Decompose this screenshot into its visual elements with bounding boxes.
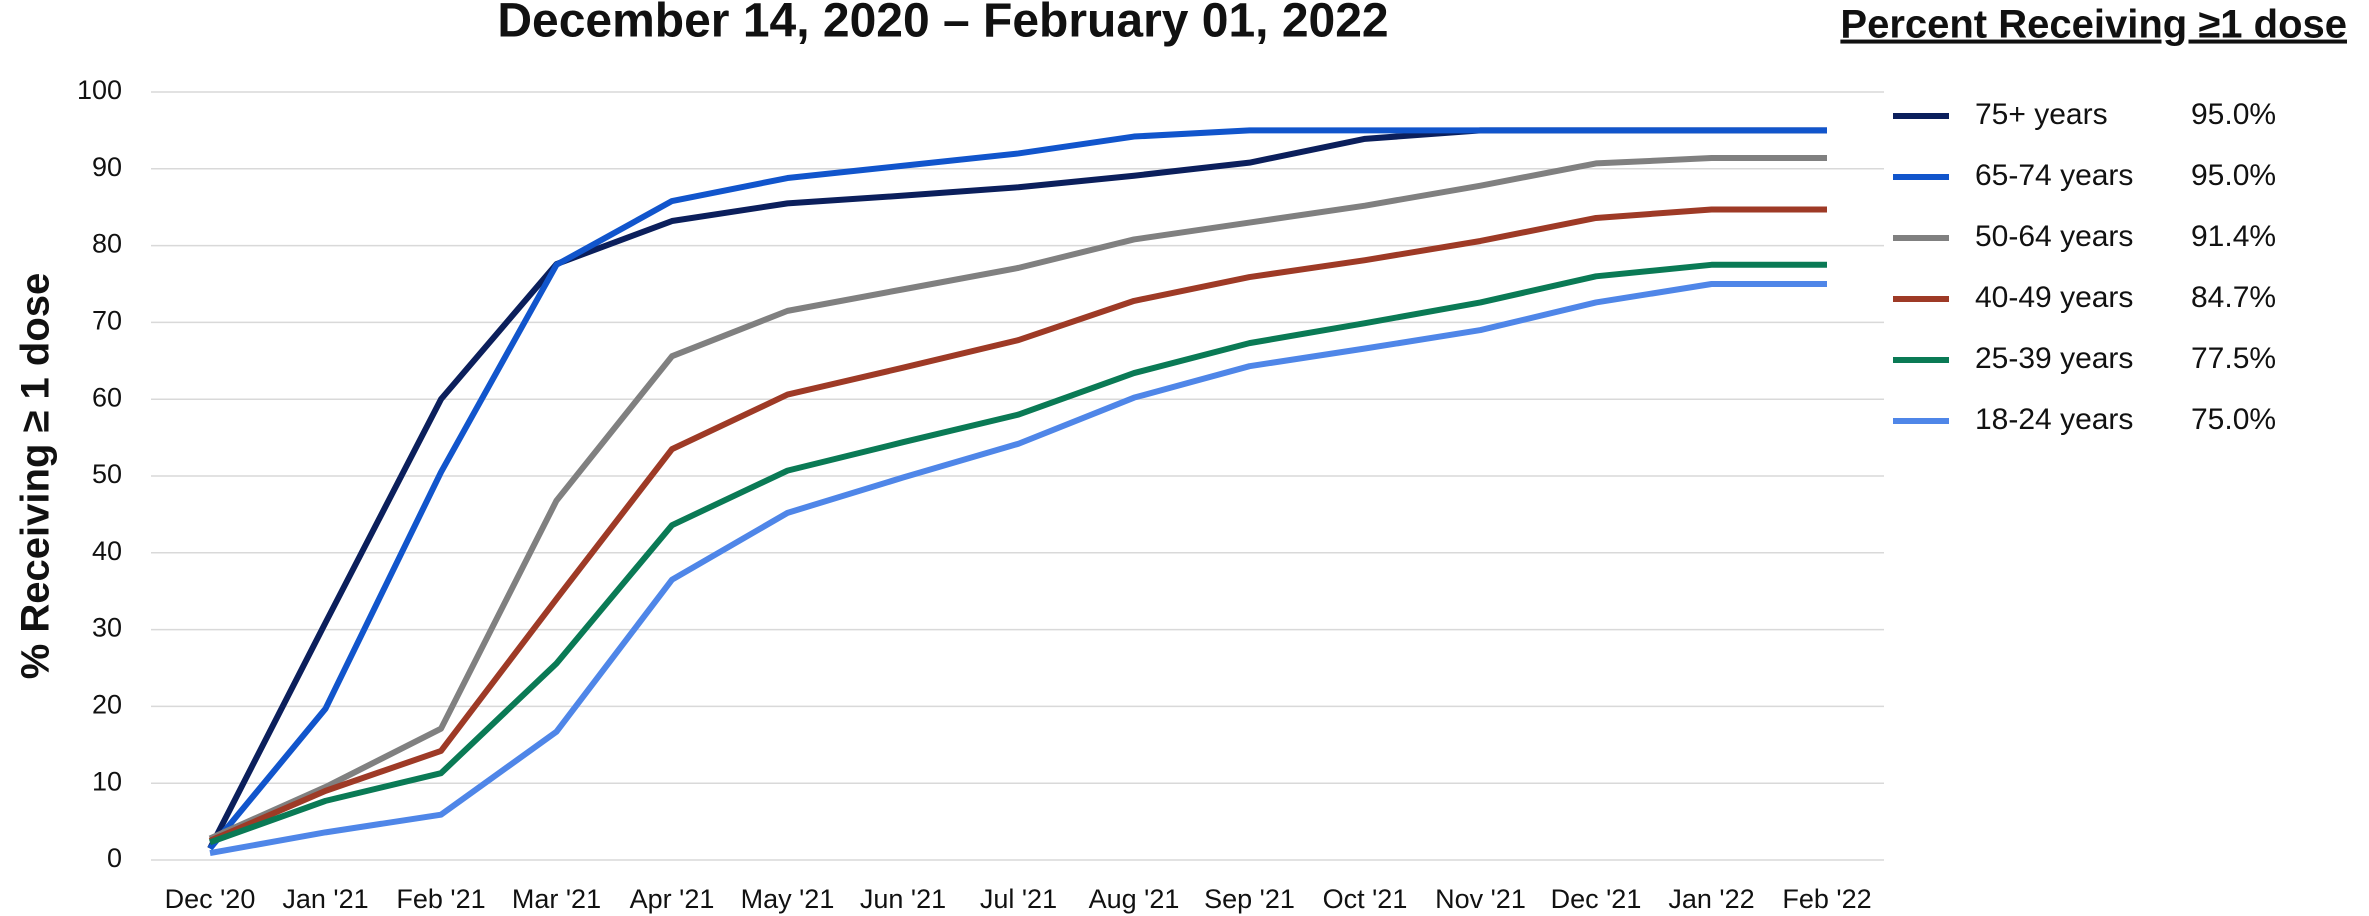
y-axis-label: % Receiving ≥ 1 dose bbox=[14, 273, 58, 680]
y-tick-label: 70 bbox=[92, 306, 122, 336]
series-line bbox=[208, 261, 1827, 846]
x-tick-label: Feb '21 bbox=[396, 884, 485, 914]
legend-value: 91.4% bbox=[2191, 220, 2276, 253]
y-tick-label: 60 bbox=[92, 382, 122, 412]
legend-value: 95.0% bbox=[2191, 98, 2276, 131]
x-tick-label: Apr '21 bbox=[630, 884, 715, 914]
x-tick-label: Oct '21 bbox=[1323, 884, 1408, 914]
y-tick-label: 90 bbox=[92, 152, 122, 182]
legend-label: 50-64 years bbox=[1975, 220, 2133, 253]
legend-label: 25-39 years bbox=[1975, 342, 2133, 375]
x-tick-label: Jul '21 bbox=[980, 884, 1057, 914]
legend-label: 40-49 years bbox=[1975, 281, 2133, 314]
legend-value: 77.5% bbox=[2191, 342, 2276, 375]
x-tick-label: Jan '22 bbox=[1668, 884, 1754, 914]
y-tick-label: 100 bbox=[77, 75, 122, 105]
x-tick-label: Jun '21 bbox=[860, 884, 946, 914]
x-tick-label: Dec '21 bbox=[1551, 884, 1642, 914]
legend-label: 65-74 years bbox=[1975, 159, 2133, 192]
y-tick-label: 80 bbox=[92, 229, 122, 259]
legend-value: 75.0% bbox=[2191, 403, 2276, 436]
x-tick-label: Jan '21 bbox=[282, 884, 368, 914]
y-tick-label: 20 bbox=[92, 690, 122, 720]
y-tick-label: 10 bbox=[92, 766, 122, 796]
legend-title: Percent Receiving ≥1 dose bbox=[1840, 3, 2347, 47]
series-line bbox=[208, 155, 1827, 842]
legend-value: 84.7% bbox=[2191, 281, 2276, 314]
series-line bbox=[207, 127, 1827, 850]
y-tick-label: 50 bbox=[92, 459, 122, 489]
y-tick-label: 30 bbox=[92, 613, 122, 643]
x-tick-label: Feb '22 bbox=[1782, 884, 1871, 914]
series-line bbox=[207, 127, 1827, 851]
x-tick-label: Nov '21 bbox=[1435, 884, 1526, 914]
series-line bbox=[208, 206, 1827, 844]
legend-label: 75+ years bbox=[1975, 98, 2108, 131]
legend-value: 95.0% bbox=[2191, 159, 2276, 192]
x-tick-label: Aug '21 bbox=[1089, 884, 1180, 914]
x-tick-label: May '21 bbox=[741, 884, 835, 914]
series-line bbox=[209, 281, 1827, 857]
chart-title: December 14, 2020 – February 01, 2022 bbox=[497, 0, 1388, 48]
x-tick-label: Mar '21 bbox=[512, 884, 601, 914]
x-tick-label: Dec '20 bbox=[165, 884, 256, 914]
y-tick-label: 0 bbox=[107, 843, 122, 873]
x-tick-label: Sep '21 bbox=[1204, 884, 1295, 914]
y-tick-label: 40 bbox=[92, 536, 122, 566]
legend-label: 18-24 years bbox=[1975, 403, 2133, 436]
